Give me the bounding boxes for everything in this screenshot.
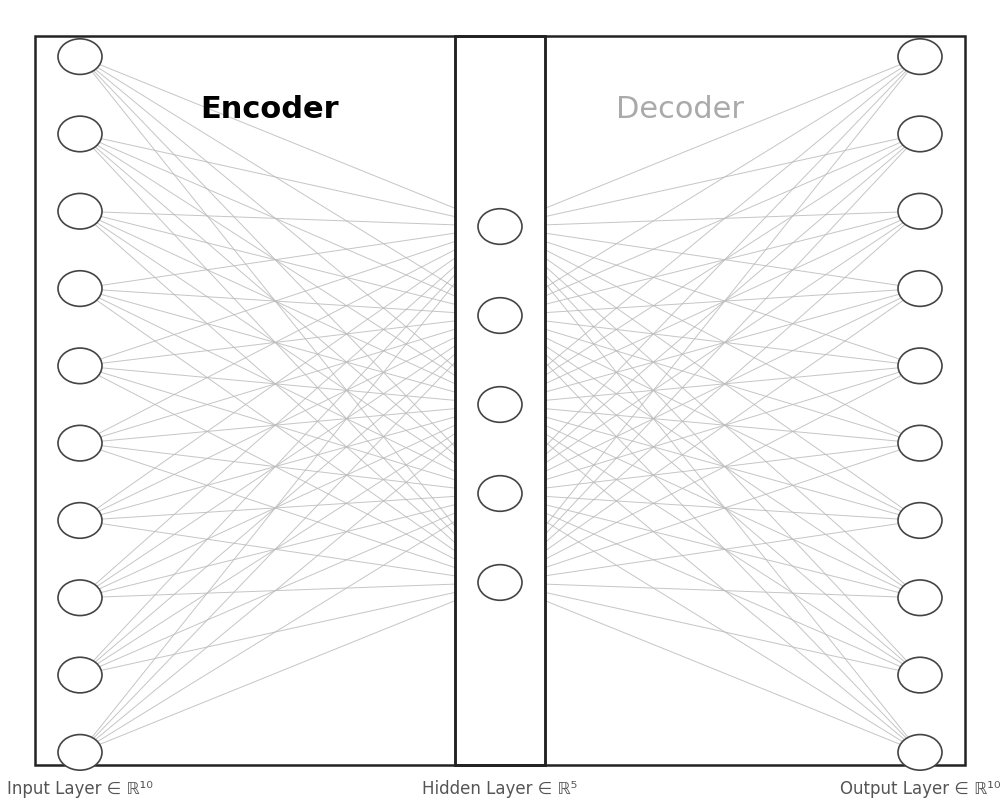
Bar: [455, 36, 545, 765]
Text: Hidden Layer ∈ ℝ⁵: Hidden Layer ∈ ℝ⁵: [422, 780, 578, 798]
Text: Decoder: Decoder: [616, 95, 744, 124]
Circle shape: [898, 580, 942, 616]
Circle shape: [58, 193, 102, 229]
Bar: [455, 36, 965, 765]
Circle shape: [478, 476, 522, 511]
Circle shape: [58, 735, 102, 770]
Circle shape: [478, 209, 522, 244]
Circle shape: [58, 502, 102, 538]
Circle shape: [58, 580, 102, 616]
Circle shape: [898, 735, 942, 770]
Circle shape: [58, 657, 102, 693]
Circle shape: [898, 348, 942, 383]
Circle shape: [898, 271, 942, 307]
Circle shape: [58, 116, 102, 152]
Circle shape: [58, 348, 102, 383]
Circle shape: [898, 116, 942, 152]
Circle shape: [898, 193, 942, 229]
Circle shape: [898, 426, 942, 461]
Circle shape: [898, 39, 942, 74]
Bar: [35, 36, 545, 765]
Circle shape: [58, 271, 102, 307]
Circle shape: [58, 39, 102, 74]
Text: Input Layer ∈ ℝ¹⁰: Input Layer ∈ ℝ¹⁰: [7, 780, 153, 798]
Circle shape: [898, 502, 942, 538]
Circle shape: [478, 565, 522, 600]
Circle shape: [478, 298, 522, 333]
Circle shape: [898, 657, 942, 693]
Circle shape: [478, 387, 522, 422]
Circle shape: [58, 426, 102, 461]
Text: Output Layer ∈ ℝ¹⁰: Output Layer ∈ ℝ¹⁰: [840, 780, 1000, 798]
Text: Encoder: Encoder: [201, 95, 339, 124]
